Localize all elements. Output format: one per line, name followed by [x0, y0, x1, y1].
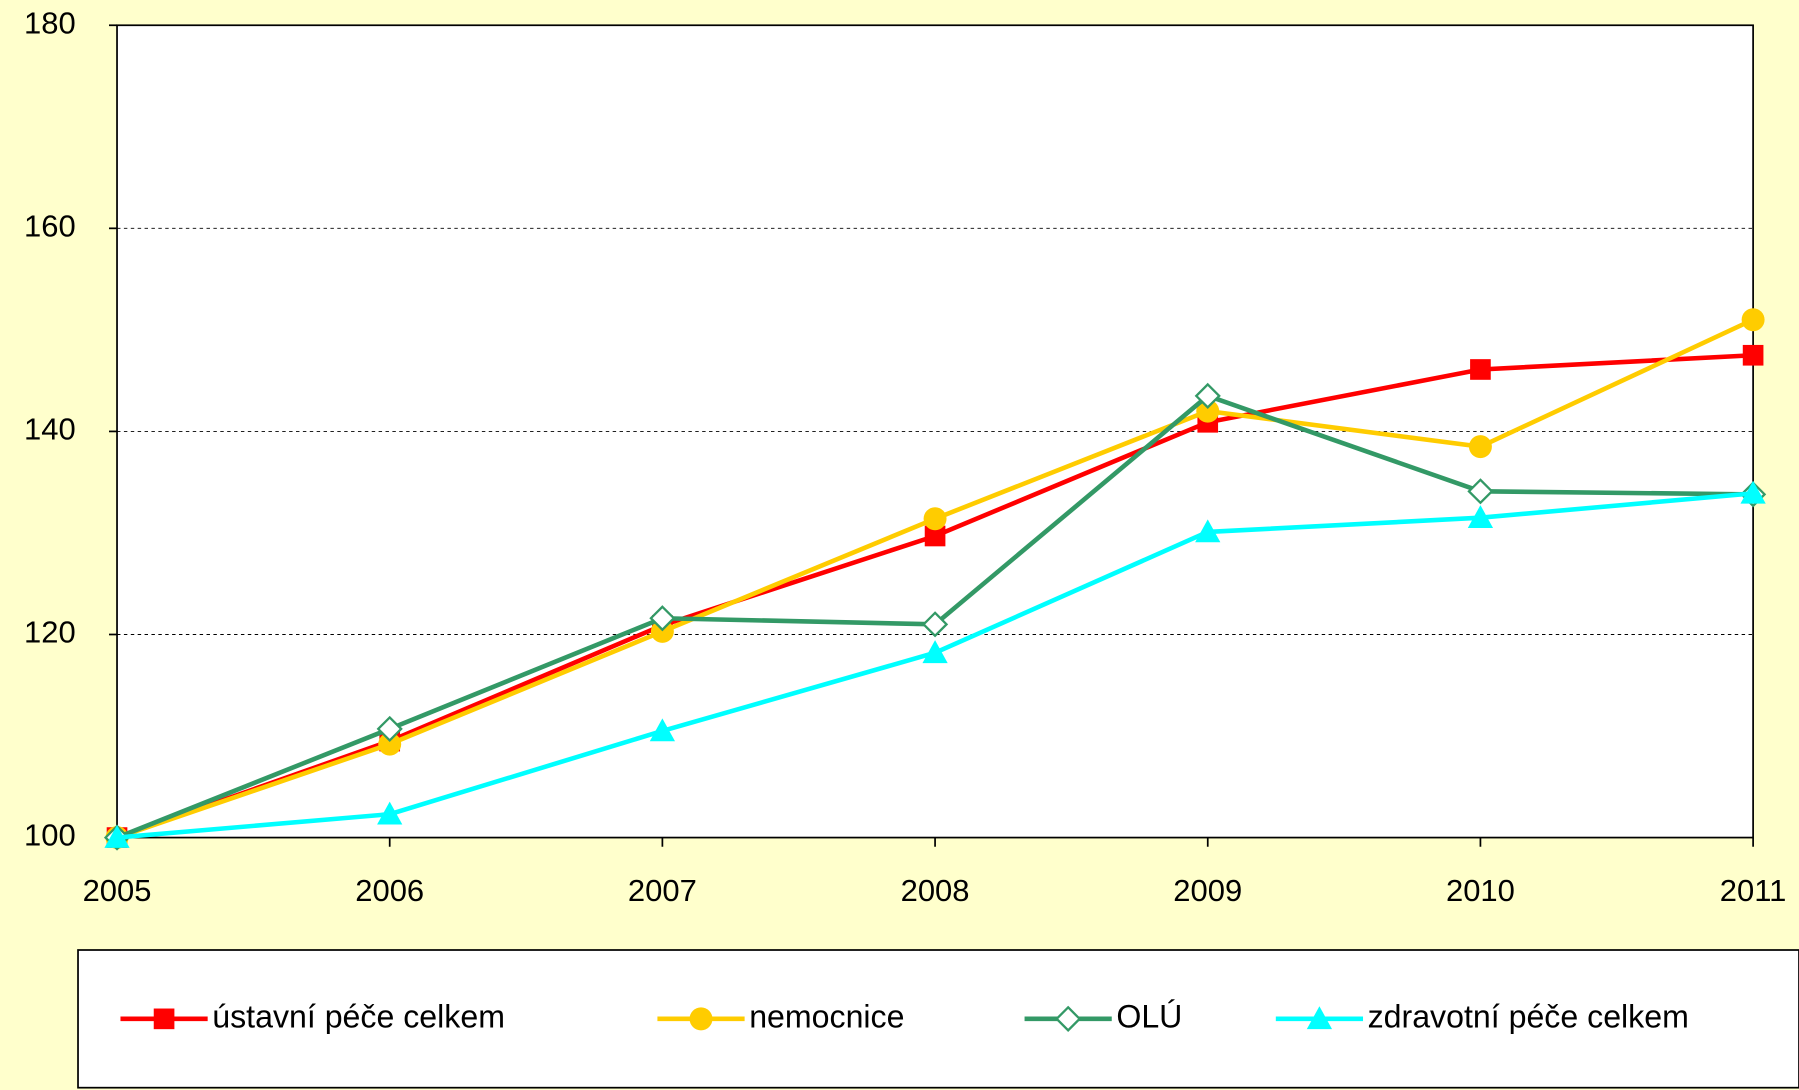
marker	[104, 824, 130, 848]
legend-box	[77, 949, 1799, 1089]
marker	[1194, 382, 1221, 409]
marker	[1470, 359, 1491, 380]
legend-label: OLÚ	[1116, 998, 1182, 1034]
marker	[649, 605, 676, 632]
marker	[921, 611, 949, 638]
x-tick-label: 2011	[1720, 873, 1787, 908]
marker	[1467, 505, 1494, 529]
marker	[1055, 1005, 1082, 1032]
marker	[1740, 480, 1766, 504]
legend-label: nemocnice	[749, 998, 904, 1034]
y-tick-label: 100	[24, 818, 76, 853]
legend-label: ústavní péče celkem	[212, 998, 505, 1034]
x-tick-label: 2005	[83, 873, 152, 908]
marker	[378, 732, 402, 756]
marker	[1742, 344, 1764, 366]
marker	[376, 715, 403, 743]
x-tick-label: 2009	[1173, 873, 1242, 908]
marker	[650, 619, 674, 643]
marker	[924, 525, 946, 547]
marker	[922, 640, 948, 664]
legend-label: zdravotní péče celkem	[1368, 998, 1689, 1034]
marker	[689, 1007, 713, 1031]
x-tick-label: 2008	[901, 873, 970, 908]
y-tick-label: 140	[24, 412, 76, 447]
marker	[1741, 308, 1765, 332]
marker	[1306, 1006, 1333, 1030]
x-tick-label: 2007	[628, 873, 697, 908]
marker	[1195, 519, 1221, 543]
marker	[377, 801, 403, 825]
marker	[153, 1008, 175, 1030]
y-tick-label: 160	[24, 209, 76, 244]
marker	[923, 507, 947, 531]
marker	[1196, 399, 1220, 423]
y-tick-label: 120	[24, 615, 76, 650]
marker	[1467, 478, 1494, 505]
marker	[649, 718, 676, 742]
marker	[1468, 435, 1492, 459]
y-tick-label: 180	[24, 5, 76, 40]
x-tick-label: 2010	[1446, 873, 1515, 908]
x-tick-label: 2006	[355, 873, 424, 908]
